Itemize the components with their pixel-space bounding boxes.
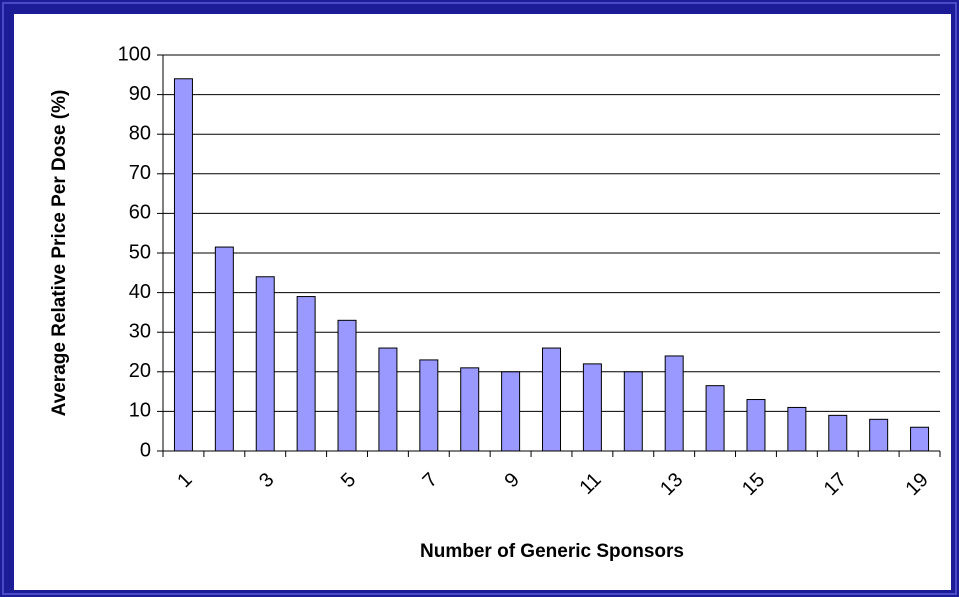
panel bbox=[14, 14, 951, 590]
bar bbox=[296, 296, 316, 452]
bar bbox=[419, 359, 439, 452]
bar bbox=[664, 355, 684, 452]
y-tick-label: 0 bbox=[140, 439, 151, 461]
y-tick-label: 60 bbox=[129, 202, 151, 224]
bar bbox=[214, 246, 234, 452]
bar bbox=[460, 367, 480, 452]
y-tick-label: 10 bbox=[129, 400, 151, 422]
bar bbox=[378, 347, 398, 452]
bar bbox=[501, 371, 521, 452]
y-tick-label: 40 bbox=[129, 281, 151, 303]
y-tick-label: 80 bbox=[129, 122, 151, 144]
bar bbox=[255, 276, 275, 452]
y-tick-label: 50 bbox=[129, 241, 151, 263]
bar bbox=[705, 385, 725, 452]
y-tick-label: 90 bbox=[129, 83, 151, 105]
bar bbox=[828, 414, 848, 452]
bar bbox=[787, 406, 807, 452]
x-axis-title: Number of Generic Sponsors bbox=[420, 541, 684, 562]
bar bbox=[869, 418, 889, 452]
y-tick-label: 70 bbox=[129, 162, 151, 184]
bar bbox=[173, 78, 193, 452]
y-tick-label: 30 bbox=[129, 320, 151, 342]
bar bbox=[542, 347, 561, 452]
y-tick-label: 20 bbox=[129, 360, 151, 382]
bar bbox=[337, 319, 357, 452]
bar bbox=[582, 363, 602, 452]
y-axis-title: Average Relative Price Per Dose (%) bbox=[49, 90, 70, 417]
bar bbox=[623, 371, 643, 452]
bar bbox=[910, 426, 930, 452]
bar bbox=[746, 399, 766, 452]
y-tick-label: 100 bbox=[118, 43, 151, 65]
